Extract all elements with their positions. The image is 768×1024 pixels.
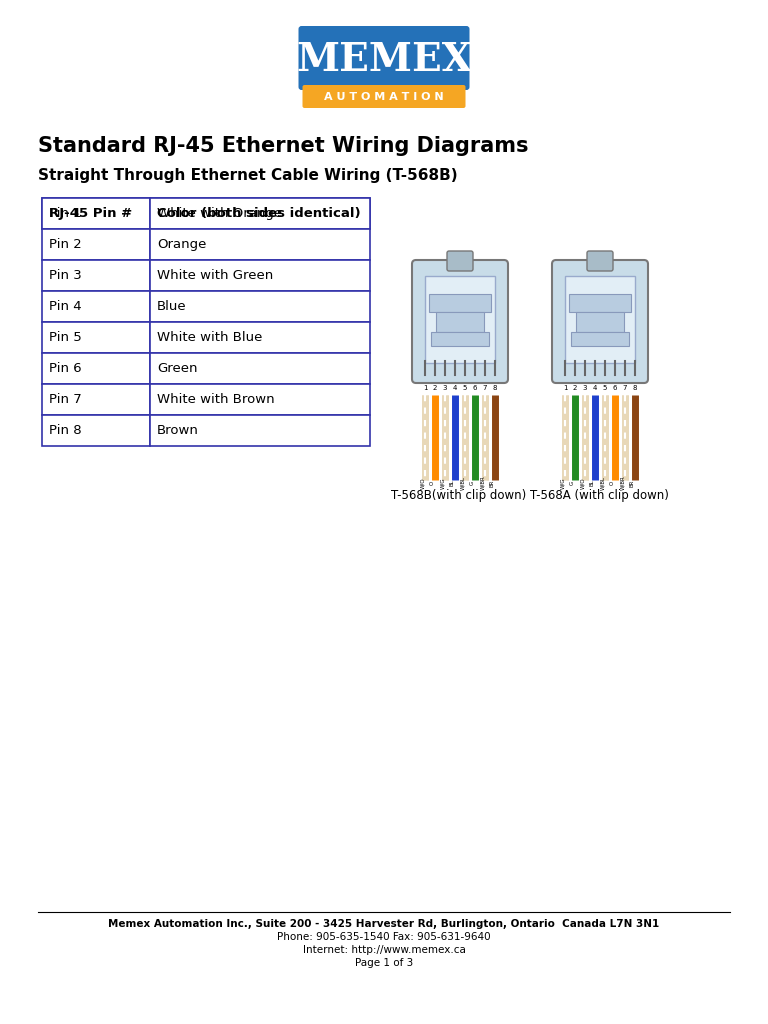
Text: BL: BL xyxy=(590,479,595,486)
Text: 1: 1 xyxy=(563,385,568,391)
Text: White with Orange: White with Orange xyxy=(157,207,282,220)
Text: Phone: 905-635-1540 Fax: 905-631-9640: Phone: 905-635-1540 Fax: 905-631-9640 xyxy=(277,932,491,942)
Text: 4: 4 xyxy=(453,385,457,391)
Text: O: O xyxy=(610,481,615,485)
Bar xyxy=(150,260,370,291)
Text: Page 1 of 3: Page 1 of 3 xyxy=(355,958,413,968)
Text: W/G: W/G xyxy=(560,477,565,488)
Bar xyxy=(150,229,370,260)
Text: Standard RJ-45 Ethernet Wiring Diagrams: Standard RJ-45 Ethernet Wiring Diagrams xyxy=(38,136,528,156)
Text: RJ-45 Pin #: RJ-45 Pin # xyxy=(49,207,132,220)
Text: BR: BR xyxy=(630,479,635,486)
Bar xyxy=(150,291,370,322)
Text: O: O xyxy=(430,481,435,485)
Bar xyxy=(42,198,150,229)
Text: W/BR: W/BR xyxy=(620,475,625,490)
Text: W/BL: W/BL xyxy=(460,476,465,490)
FancyBboxPatch shape xyxy=(299,26,469,90)
Bar xyxy=(431,332,489,346)
Text: White with Brown: White with Brown xyxy=(157,393,275,406)
Text: 7: 7 xyxy=(623,385,627,391)
Text: Brown: Brown xyxy=(157,424,199,437)
Text: W/G: W/G xyxy=(440,477,445,488)
FancyBboxPatch shape xyxy=(303,85,465,108)
Text: Pin 2: Pin 2 xyxy=(49,238,81,251)
Text: 3: 3 xyxy=(442,385,447,391)
Text: Pin 3: Pin 3 xyxy=(49,269,81,282)
Text: 3: 3 xyxy=(583,385,588,391)
Bar xyxy=(42,198,150,229)
Text: Green: Green xyxy=(157,362,197,375)
Text: Internet: http://www.memex.ca: Internet: http://www.memex.ca xyxy=(303,945,465,955)
Bar xyxy=(150,353,370,384)
Bar xyxy=(436,312,484,332)
Text: Pin 5: Pin 5 xyxy=(49,331,81,344)
Text: G: G xyxy=(470,481,475,485)
Text: Pin 8: Pin 8 xyxy=(49,424,81,437)
Text: 6: 6 xyxy=(473,385,477,391)
Text: T-568B(with clip down) T-568A (with clip down): T-568B(with clip down) T-568A (with clip… xyxy=(391,489,669,502)
Bar xyxy=(150,384,370,415)
FancyBboxPatch shape xyxy=(587,251,613,271)
Text: Pin 6: Pin 6 xyxy=(49,362,81,375)
Bar xyxy=(42,384,150,415)
Text: W/O: W/O xyxy=(420,477,425,488)
Bar xyxy=(150,198,370,229)
Bar xyxy=(42,260,150,291)
Bar xyxy=(571,332,629,346)
Bar xyxy=(150,198,370,229)
Text: White with Blue: White with Blue xyxy=(157,331,263,344)
Text: A U T O M A T I O N: A U T O M A T I O N xyxy=(324,92,444,102)
Text: W/BR: W/BR xyxy=(480,475,485,490)
Text: 5: 5 xyxy=(463,385,467,391)
Text: BL: BL xyxy=(450,479,455,486)
Text: 8: 8 xyxy=(493,385,497,391)
Bar xyxy=(565,276,635,362)
Text: Orange: Orange xyxy=(157,238,207,251)
Bar xyxy=(576,312,624,332)
Text: 5: 5 xyxy=(603,385,607,391)
Text: 7: 7 xyxy=(483,385,487,391)
Text: 2: 2 xyxy=(573,385,578,391)
FancyBboxPatch shape xyxy=(412,260,508,383)
Text: G: G xyxy=(570,481,575,485)
Bar xyxy=(150,415,370,446)
Text: W/BL: W/BL xyxy=(600,476,605,490)
Text: White with Green: White with Green xyxy=(157,269,273,282)
Bar xyxy=(42,353,150,384)
Text: 8: 8 xyxy=(633,385,637,391)
Text: Pin 4: Pin 4 xyxy=(49,300,81,313)
Bar xyxy=(42,229,150,260)
Bar xyxy=(569,294,631,312)
Bar xyxy=(42,322,150,353)
Text: MEMEX: MEMEX xyxy=(296,41,472,79)
Bar xyxy=(425,276,495,362)
Bar xyxy=(42,291,150,322)
Text: Pin 1: Pin 1 xyxy=(49,207,81,220)
Text: Memex Automation Inc., Suite 200 - 3425 Harvester Rd, Burlington, Ontario  Canad: Memex Automation Inc., Suite 200 - 3425 … xyxy=(108,919,660,929)
Text: 2: 2 xyxy=(433,385,437,391)
Text: Color (both sides identical): Color (both sides identical) xyxy=(157,207,361,220)
Text: Blue: Blue xyxy=(157,300,187,313)
Text: 6: 6 xyxy=(613,385,617,391)
FancyBboxPatch shape xyxy=(447,251,473,271)
Bar xyxy=(150,322,370,353)
Text: Straight Through Ethernet Cable Wiring (T-568B): Straight Through Ethernet Cable Wiring (… xyxy=(38,168,458,183)
Text: 4: 4 xyxy=(593,385,598,391)
Text: W/O: W/O xyxy=(580,477,585,488)
FancyBboxPatch shape xyxy=(552,260,648,383)
Bar xyxy=(42,415,150,446)
Bar xyxy=(429,294,491,312)
Text: BR: BR xyxy=(490,479,495,486)
Text: Pin 7: Pin 7 xyxy=(49,393,81,406)
Text: 1: 1 xyxy=(422,385,427,391)
